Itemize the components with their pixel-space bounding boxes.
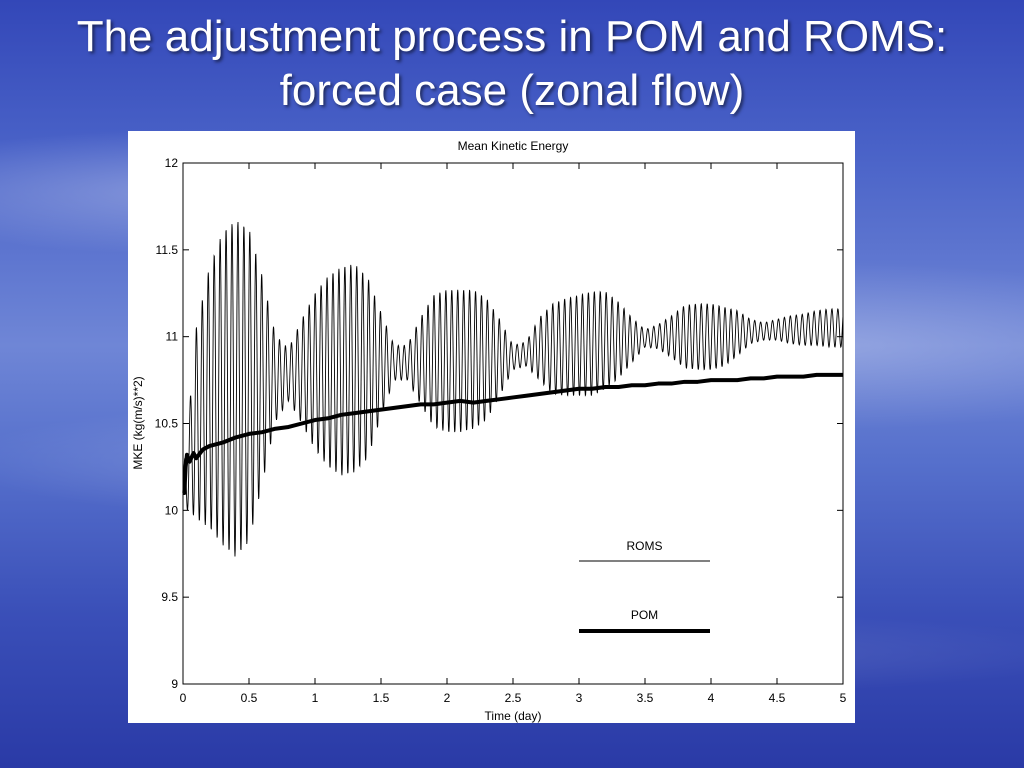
- x-tick-label: 3.5: [637, 691, 654, 705]
- slide-title-line2: forced case (zonal flow): [279, 66, 745, 115]
- x-tick-label: 2: [444, 691, 451, 705]
- x-tick-label: 4: [708, 691, 715, 705]
- x-tick-label: 1.5: [373, 691, 390, 705]
- series-line-roms: [182, 222, 844, 557]
- plot-frame: [182, 162, 844, 685]
- series-line-pom: [182, 372, 843, 495]
- slide-title-line1: The adjustment process in POM and ROMS:: [76, 12, 948, 61]
- mke-chart: Mean Kinetic Energy Time (day) MKE (kg(m…: [131, 139, 847, 723]
- y-tick-label: 12: [165, 156, 179, 170]
- x-axis-label: Time (day): [485, 709, 542, 723]
- y-axis-label: MKE (kg(m/s)**2): [131, 376, 145, 469]
- legend: ROMS POM: [579, 539, 710, 633]
- y-tick-label: 9: [171, 677, 178, 691]
- y-tick-label: 11.5: [156, 243, 179, 257]
- chart-panel: Mean Kinetic Energy Time (day) MKE (kg(m…: [128, 131, 855, 723]
- x-tick-label: 2.5: [505, 691, 522, 705]
- x-tick-label: 0: [180, 691, 187, 705]
- legend-label-pom: POM: [631, 608, 658, 622]
- chart-title: Mean Kinetic Energy: [458, 139, 569, 153]
- x-tick-label: 1: [312, 691, 319, 705]
- y-tick-label: 10: [165, 503, 179, 517]
- x-tick-label: 0.5: [241, 691, 258, 705]
- slide-title: The adjustment process in POM and ROMS: …: [0, 10, 1024, 118]
- y-tick-label: 10.5: [155, 417, 179, 431]
- series-layer: [182, 222, 844, 557]
- legend-label-roms: ROMS: [627, 539, 663, 553]
- x-tick-label: 5: [840, 691, 847, 705]
- y-tick-label: 9.5: [161, 590, 178, 604]
- y-tick-label: 11: [166, 330, 179, 344]
- x-tick-label: 4.5: [769, 691, 786, 705]
- x-tick-label: 3: [576, 691, 583, 705]
